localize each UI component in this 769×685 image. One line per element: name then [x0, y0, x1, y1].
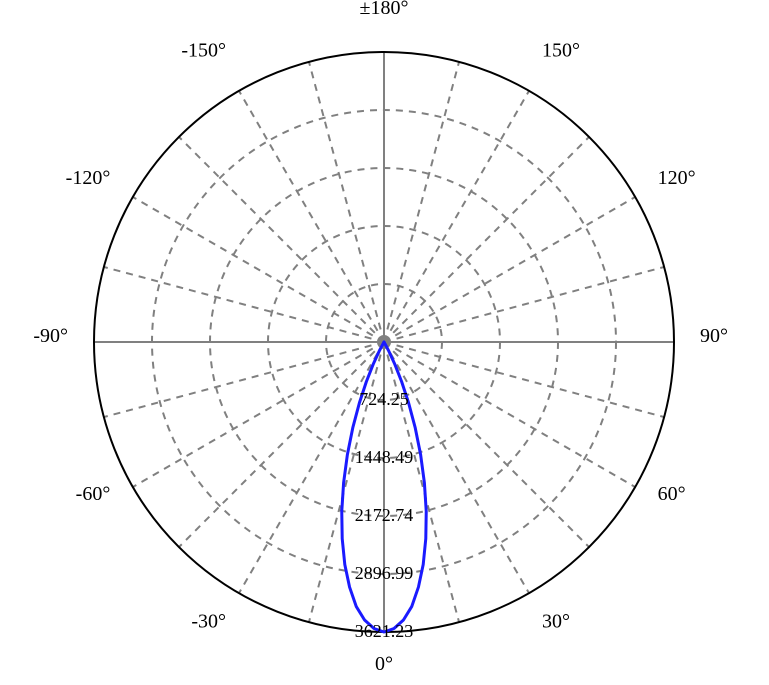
angle-label: -90° — [33, 325, 68, 347]
angle-label: 120° — [658, 167, 696, 189]
angle-label: 150° — [542, 39, 580, 61]
angle-label: 60° — [658, 483, 686, 505]
radial-tick-label: 2896.99 — [355, 563, 414, 583]
angle-label: -120° — [66, 167, 111, 189]
angle-label: 90° — [700, 325, 728, 347]
angle-label: -30° — [191, 611, 226, 633]
polar-chart: 724.25 1448.49 2172.74 2896.99 3621.23 0° 30° 6… — [0, 0, 769, 685]
radial-tick-label: 724.25 — [359, 389, 409, 409]
radial-tick-label: 1448.49 — [355, 447, 414, 467]
angle-label: -60° — [76, 483, 111, 505]
radial-tick-label: 2172.74 — [355, 505, 414, 525]
angle-label: -150° — [181, 39, 226, 61]
angle-label: ±180° — [360, 0, 409, 19]
angle-label: 30° — [542, 611, 570, 633]
angle-label: 0° — [375, 653, 393, 675]
radial-tick-label: 3621.23 — [355, 621, 414, 641]
